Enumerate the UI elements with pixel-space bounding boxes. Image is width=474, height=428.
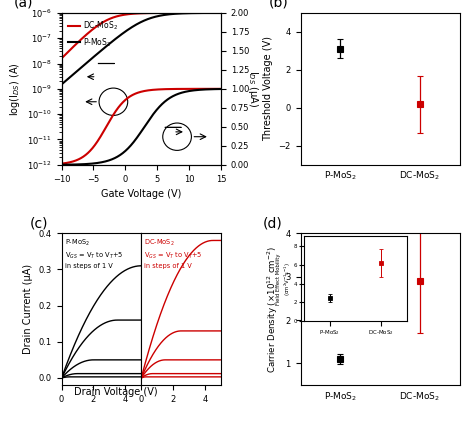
P-MoS$_2$ xyxy=(218,10,224,15)
Legend: DC-MoS$_2$, P-MoS$_2$: DC-MoS$_2$, P-MoS$_2$ xyxy=(65,17,121,52)
DC-MoS$_2$ xyxy=(165,10,171,15)
P-MoS$_2$ xyxy=(179,11,184,16)
DC-MoS$_2$ xyxy=(179,10,184,15)
Text: (c): (c) xyxy=(30,216,48,230)
P-MoS$_2$ xyxy=(131,24,137,29)
Line: DC-MoS$_2$: DC-MoS$_2$ xyxy=(62,13,221,58)
Y-axis label: log(I$_{DS}$) (A): log(I$_{DS}$) (A) xyxy=(8,62,22,116)
Text: (b): (b) xyxy=(269,0,288,10)
Text: Drain Voltage (V): Drain Voltage (V) xyxy=(74,387,158,397)
P-MoS$_2$ xyxy=(87,58,92,63)
DC-MoS$_2$ xyxy=(59,56,64,61)
DC-MoS$_2$ xyxy=(153,10,158,15)
Text: (a): (a) xyxy=(14,0,33,10)
Text: P-MoS$_2$
V$_{GS}$ = V$_T$ to V$_T$+5
in steps of 1 V: P-MoS$_2$ V$_{GS}$ = V$_T$ to V$_T$+5 in… xyxy=(65,238,123,269)
P-MoS$_2$ xyxy=(59,82,64,87)
Y-axis label: I$_{DS}$ (μA): I$_{DS}$ (μA) xyxy=(246,70,260,107)
Text: DC-MoS$_2$
V$_{GS}$ = V$_T$ to V$_T$+5
in steps of 1 V: DC-MoS$_2$ V$_{GS}$ = V$_T$ to V$_T$+5 i… xyxy=(145,238,203,269)
Y-axis label: Carrier Density (×10$^{12}$ cm$^{-2}$): Carrier Density (×10$^{12}$ cm$^{-2}$) xyxy=(265,246,280,373)
Y-axis label: Threshold Voltage (V): Threshold Voltage (V) xyxy=(263,36,273,141)
P-MoS$_2$ xyxy=(153,14,158,19)
DC-MoS$_2$ xyxy=(218,10,224,15)
Text: (d): (d) xyxy=(262,216,282,230)
DC-MoS$_2$ xyxy=(131,11,137,16)
P-MoS$_2$ xyxy=(100,47,105,52)
P-MoS$_2$ xyxy=(165,12,171,17)
Line: P-MoS$_2$: P-MoS$_2$ xyxy=(62,13,221,84)
X-axis label: Gate Voltage (V): Gate Voltage (V) xyxy=(101,189,182,199)
Y-axis label: Drain Current (μA): Drain Current (μA) xyxy=(23,264,33,354)
DC-MoS$_2$ xyxy=(87,29,92,34)
DC-MoS$_2$ xyxy=(100,20,105,25)
